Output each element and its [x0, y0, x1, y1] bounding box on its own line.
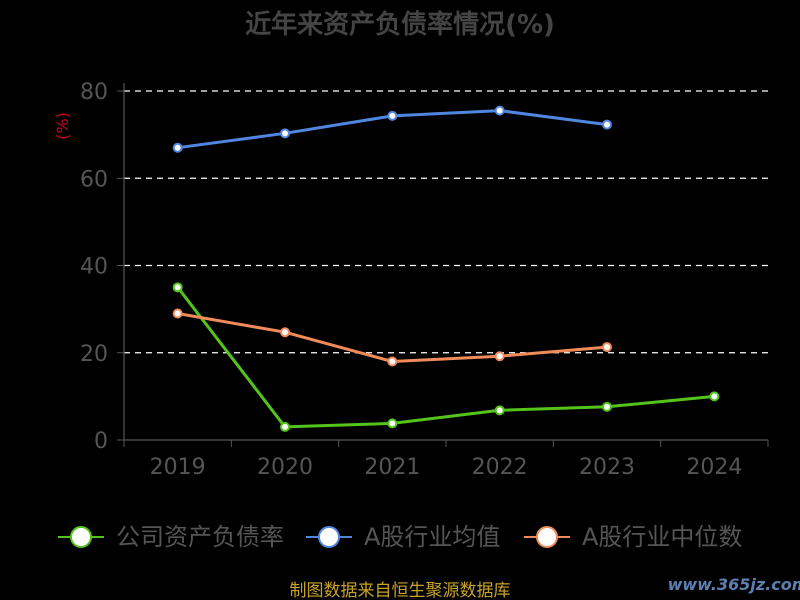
legend[interactable]: 公司资产负债率 A股行业均值 A股行业中位数: [58, 523, 742, 551]
data-point[interactable]: [172, 308, 183, 319]
data-point[interactable]: [387, 356, 398, 367]
x-ticks: 2019 2020 2021 2022 2023 2024: [123, 440, 769, 480]
legend-item-2[interactable]: A股行业中位数: [524, 523, 742, 551]
data-point[interactable]: [602, 342, 612, 353]
grid: [124, 90, 768, 354]
data-point[interactable]: [172, 142, 183, 153]
y-tick-label: 0: [94, 429, 108, 454]
series-line: [177, 312, 608, 363]
y-tick-label: 80: [80, 80, 108, 105]
y-ticks: 0 20 40 60 80: [80, 80, 124, 454]
legend-label: 公司资产负债率: [116, 523, 284, 551]
series-1: [172, 105, 612, 153]
legend-label: A股行业均值: [364, 523, 500, 551]
data-point[interactable]: [280, 421, 290, 432]
x-tick-label: 2021: [364, 455, 420, 480]
data-point[interactable]: [280, 327, 290, 338]
legend-item-1[interactable]: A股行业均值: [306, 523, 500, 551]
data-point[interactable]: [387, 418, 398, 429]
data-point[interactable]: [387, 110, 398, 121]
y-axis-label: (%): [53, 112, 72, 140]
legend-label: A股行业中位数: [582, 523, 742, 551]
data-point[interactable]: [494, 405, 505, 416]
watermark: www.365jz.com: [668, 575, 800, 594]
data-point[interactable]: [172, 282, 183, 293]
data-point[interactable]: [494, 105, 505, 116]
legend-marker: [70, 526, 92, 548]
series-lines: [172, 105, 720, 432]
axes: [123, 83, 768, 441]
legend-marker: [318, 526, 340, 548]
x-tick-label: 2020: [257, 455, 313, 480]
data-point[interactable]: [602, 401, 612, 412]
series-2: [172, 308, 612, 367]
series-0: [172, 282, 720, 432]
series-line: [176, 286, 715, 429]
chart-title: 近年来资产负债率情况(%): [245, 9, 555, 40]
y-tick-label: 20: [80, 342, 108, 367]
legend-item-0[interactable]: 公司资产负债率: [58, 523, 284, 551]
x-tick-label: 2022: [472, 455, 528, 480]
data-point[interactable]: [280, 128, 290, 139]
source-note: 制图数据来自恒生聚源数据库: [290, 581, 511, 600]
data-point[interactable]: [494, 351, 505, 362]
x-tick-label: 2024: [686, 455, 742, 480]
x-tick-label: 2023: [579, 455, 635, 480]
y-tick-label: 60: [80, 167, 108, 192]
y-tick-label: 40: [80, 255, 108, 280]
data-point[interactable]: [709, 391, 720, 402]
data-point[interactable]: [602, 119, 612, 130]
legend-marker: [536, 526, 558, 548]
x-tick-label: 2019: [150, 455, 206, 480]
